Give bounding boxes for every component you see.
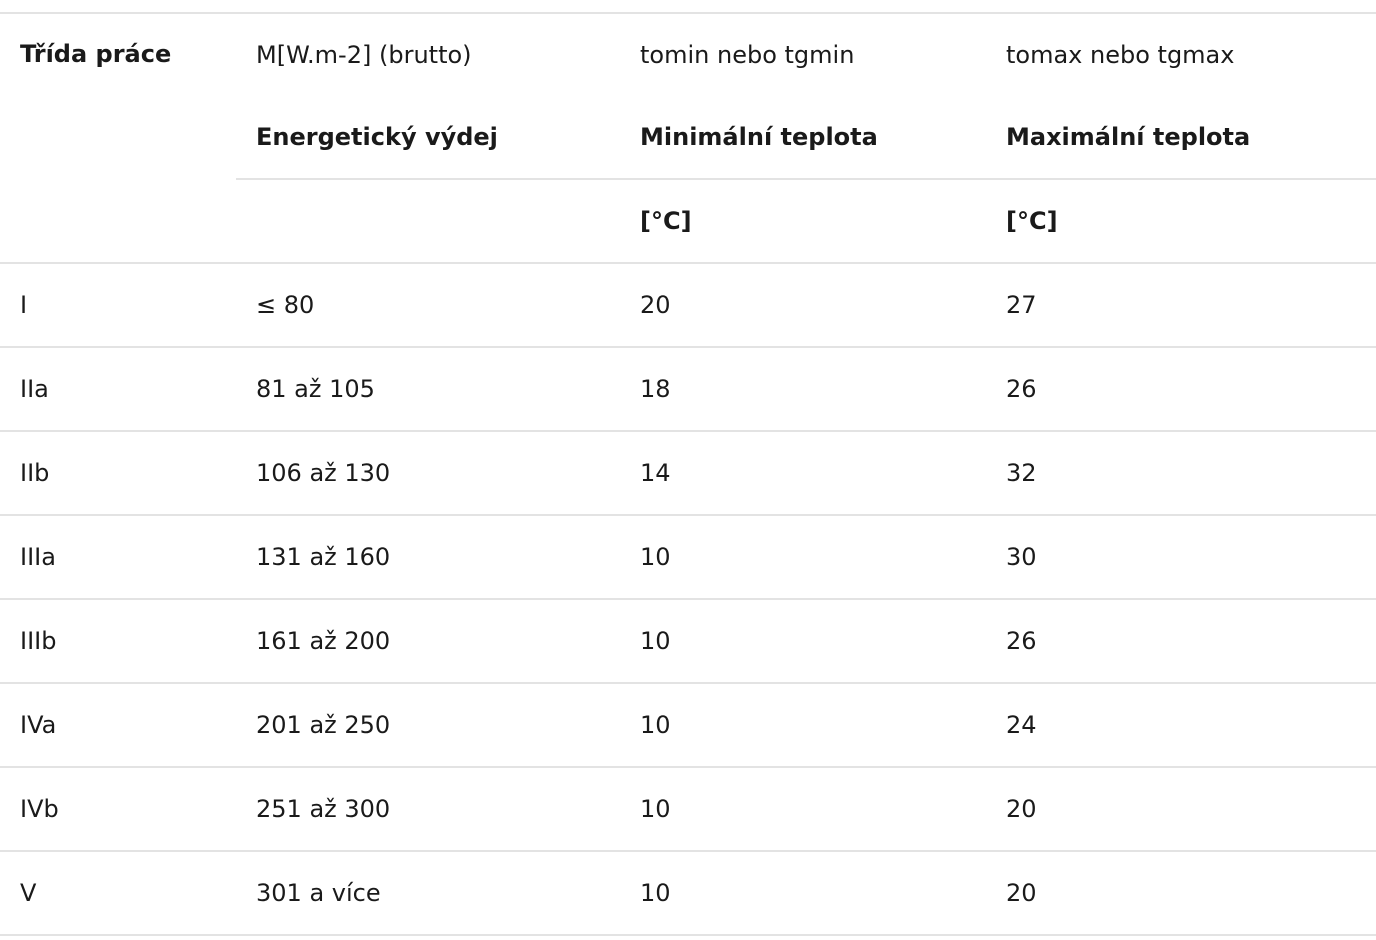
header-unit-empty [236,179,620,264]
cell-min-temperature: 20 [620,263,986,348]
header-energy-expenditure: Energetický výdej [236,96,620,180]
cell-min-temperature: 10 [620,599,986,684]
cell-metabolic-rate: 81 až 105 [236,347,620,432]
cell-work-class: I [0,263,236,348]
cell-min-temperature: 10 [620,767,986,852]
header-row: Energetický výdej Minimální teplota Maxi… [0,96,1376,180]
cell-work-class: IIa [0,347,236,432]
table-row: IVb 251 až 300 10 20 [0,767,1376,852]
table-row: IIb 106 až 130 14 32 [0,431,1376,516]
header-max-temperature: Maximální teplota [986,96,1376,180]
header-tmin-symbol: tomin nebo tgmin [640,41,855,69]
cell-max-temperature: 26 [986,347,1376,432]
header-work-class: Třída práce [0,13,236,264]
work-class-temperature-table: Třída práce M[W.m-2] (brutto) tomin nebo… [0,12,1376,936]
table-row: I ≤ 80 20 27 [0,263,1376,348]
header-unit-tmin: [°C] [620,179,986,264]
cell-work-class: V [0,851,236,936]
cell-metabolic-rate: 251 až 300 [236,767,620,852]
cell-min-temperature: 18 [620,347,986,432]
cell-max-temperature: 24 [986,683,1376,768]
cell-min-temperature: 10 [620,515,986,600]
cell-metabolic-rate: 201 až 250 [236,683,620,768]
cell-max-temperature: 27 [986,263,1376,348]
table-body: I ≤ 80 20 27 IIa 81 až 105 18 26 IIb 106… [0,263,1376,936]
table-row: IVa 201 až 250 10 24 [0,683,1376,768]
cell-work-class: IIIb [0,599,236,684]
table-row: IIIa 131 až 160 10 30 [0,515,1376,600]
cell-min-temperature: 14 [620,431,986,516]
table-row: IIIb 161 až 200 10 26 [0,599,1376,684]
cell-max-temperature: 32 [986,431,1376,516]
cell-metabolic-rate: 161 až 200 [236,599,620,684]
header-row: [°C] [°C] [0,179,1376,264]
header-metabolic-rate: M[W.m-2] (brutto) [256,41,472,69]
cell-metabolic-rate: 106 až 130 [236,431,620,516]
cell-max-temperature: 20 [986,851,1376,936]
cell-metabolic-rate: 301 a více [236,851,620,936]
cell-min-temperature: 10 [620,851,986,936]
cell-max-temperature: 30 [986,515,1376,600]
cell-metabolic-rate: 131 až 160 [236,515,620,600]
header-unit-tmax: [°C] [986,179,1376,264]
cell-work-class: IIIa [0,515,236,600]
header-row: Třída práce M[W.m-2] (brutto) tomin nebo… [0,13,1376,264]
cell-work-class: IIb [0,431,236,516]
header-tmax-symbol: tomax nebo tgmax [1006,41,1235,69]
cell-work-class: IVb [0,767,236,852]
table-row: V 301 a více 10 20 [0,851,1376,936]
table-header: Třída práce M[W.m-2] (brutto) tomin nebo… [0,13,1376,264]
cell-max-temperature: 26 [986,599,1376,684]
cell-max-temperature: 20 [986,767,1376,852]
cell-min-temperature: 10 [620,683,986,768]
cell-work-class: IVa [0,683,236,768]
header-min-temperature: Minimální teplota [620,96,986,180]
table-row: IIa 81 až 105 18 26 [0,347,1376,432]
cell-metabolic-rate: ≤ 80 [236,263,620,348]
